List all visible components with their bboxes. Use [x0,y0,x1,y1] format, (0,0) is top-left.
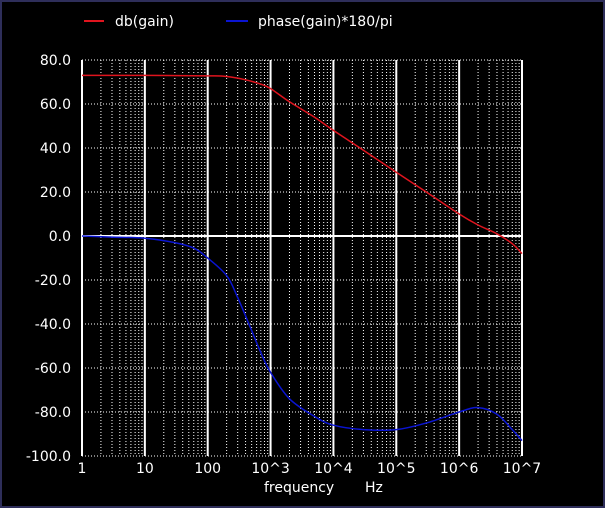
y-tick-label: -80.0 [35,405,71,421]
y-tick-label: -40.0 [35,317,71,333]
y-tick-label: 80.0 [40,53,71,69]
y-tick-label: 20.0 [40,185,71,201]
tick-labels: 80.0 60.0 40.0 20.0 0.0 -20.0 -40.0 -60.0 -80.0 -… [26,53,541,477]
x-tick-label: 10^6 [440,461,479,477]
x-axis-unit: Hz [365,480,383,496]
x-tick-label: 10^4 [314,461,353,477]
x-tick-label: 100 [194,461,221,477]
y-tick-label: 0.0 [49,229,71,245]
y-tick-label: -100.0 [26,449,71,465]
y-tick-label: 60.0 [40,97,71,113]
y-tick-label: -20.0 [35,273,71,289]
series-line-0 [81,74,523,255]
legend-label-db-gain: db(gain) [115,14,174,30]
legend-label-phase: phase(gain)*180/pi [258,14,393,30]
y-tick-label: -60.0 [35,361,71,377]
x-tick-label: 10^7 [503,461,541,477]
x-axis-title: frequency [264,480,334,496]
x-tick-label: 10 [136,461,154,477]
grid [81,59,523,457]
x-tick-label: 10^3 [251,461,289,477]
series-line-1 [81,235,523,442]
y-tick-label: 40.0 [40,141,71,157]
x-tick-label: 10^5 [377,461,415,477]
legend: db(gain) phase(gain)*180/pi [84,14,393,30]
x-tick-label: 1 [78,461,87,477]
series-layer [81,74,523,442]
